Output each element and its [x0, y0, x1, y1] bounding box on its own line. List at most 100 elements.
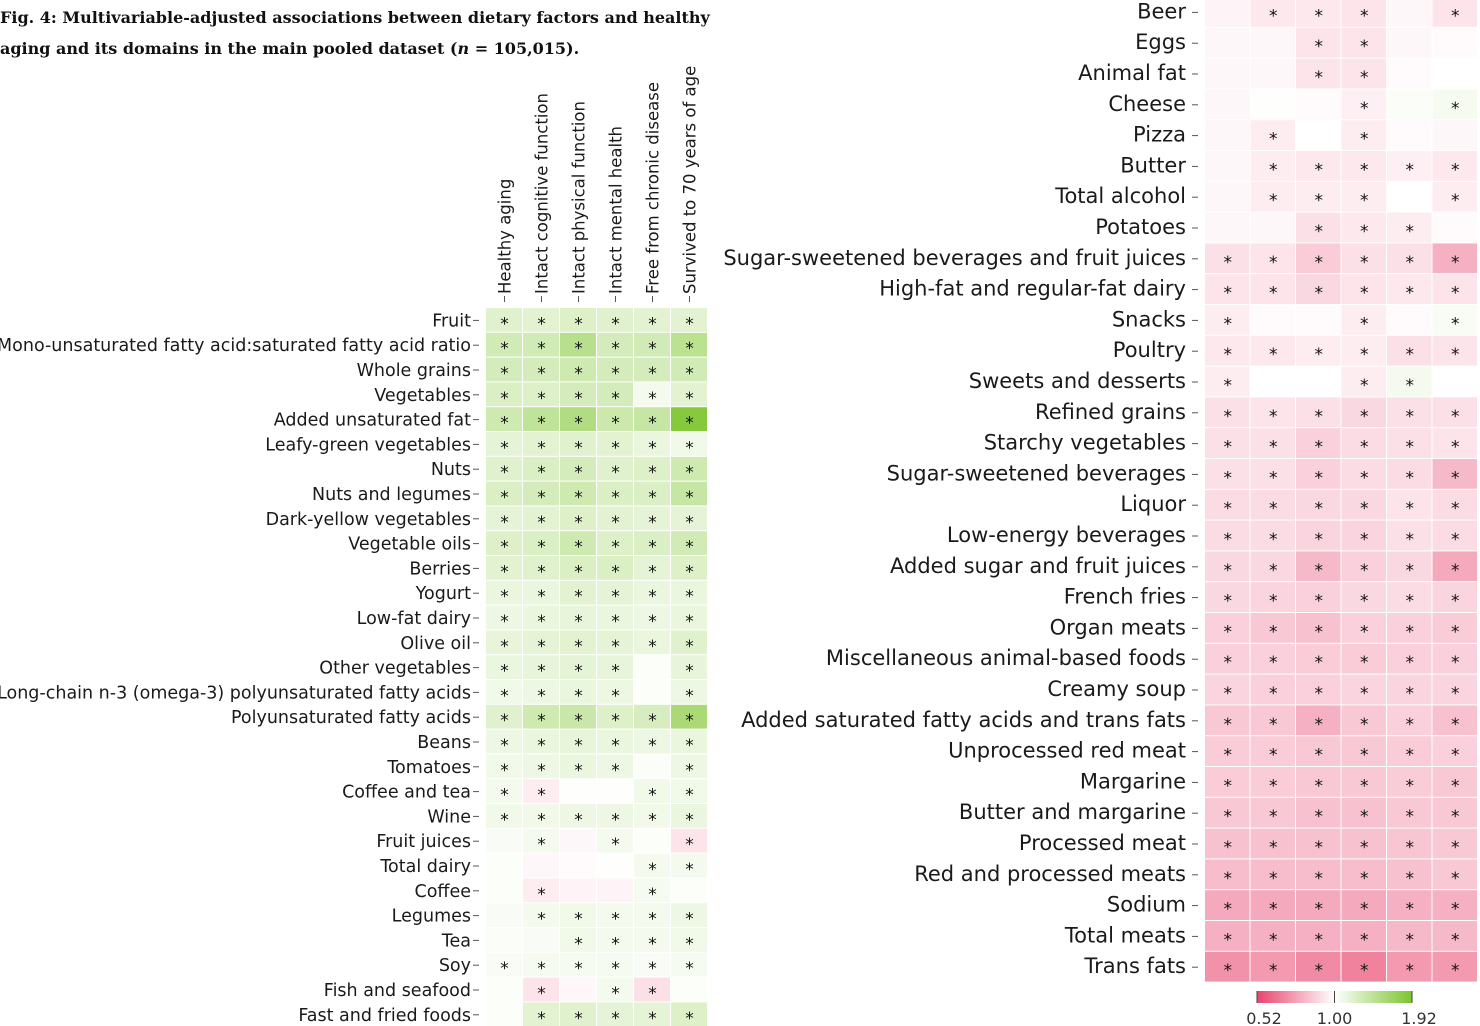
heatmap-cell [486, 605, 522, 630]
column-label: Healthy aging [496, 179, 515, 294]
heatmap-cell [597, 680, 633, 704]
significance-star: * [611, 910, 620, 930]
heatmap-cell [560, 308, 596, 332]
heatmap-cell [671, 928, 707, 952]
heatmap-cell [523, 382, 559, 407]
heatmap-cell [1387, 89, 1432, 120]
heatmap-cell [671, 556, 707, 580]
heatmap-cell [1387, 181, 1432, 212]
row-label: Sodium [1107, 893, 1186, 917]
heatmap-cell [671, 456, 707, 481]
significance-star: * [500, 686, 509, 706]
heatmap-cell [1341, 89, 1386, 120]
significance-star: * [500, 463, 509, 483]
heatmap-cell [597, 655, 633, 679]
heatmap-cell [486, 1002, 522, 1026]
row-label: Fish and seafood [324, 981, 471, 1001]
heatmap-cell [1341, 428, 1386, 458]
row-label: Fruit [432, 311, 471, 331]
heatmap-cell [1387, 582, 1432, 612]
significance-star: * [574, 662, 583, 682]
significance-star: * [1269, 530, 1278, 550]
heatmap-cell [597, 729, 633, 754]
heatmap-cell [1250, 643, 1295, 674]
heatmap-cell [486, 804, 522, 828]
significance-star: * [500, 414, 509, 434]
row-label: Yogurt [415, 584, 471, 604]
heatmap-cell [1296, 890, 1341, 920]
significance-star: * [1360, 314, 1369, 334]
heatmap-cell [523, 903, 559, 927]
significance-star: * [574, 364, 583, 384]
significance-star: * [1451, 6, 1460, 26]
significance-star: * [1315, 684, 1324, 704]
heatmap-cell [560, 580, 596, 605]
significance-star: * [500, 438, 509, 458]
heatmap-cell [634, 456, 670, 481]
heatmap-cell [1296, 582, 1341, 612]
heatmap-cell [1250, 243, 1295, 274]
significance-star: * [611, 513, 620, 533]
significance-star: * [1406, 961, 1415, 981]
heatmap-cell [634, 332, 670, 357]
heatmap-cell [1432, 120, 1477, 150]
significance-star: * [574, 810, 583, 830]
row-label: Nuts [431, 460, 471, 480]
column-label: Intact mental health [607, 126, 626, 294]
significance-star: * [500, 538, 509, 558]
heatmap-cell [1432, 951, 1477, 982]
heatmap-cell [1341, 181, 1386, 212]
heatmap-cell [1296, 181, 1341, 212]
heatmap-cell [523, 481, 559, 506]
significance-star: * [685, 339, 694, 359]
heatmap-cell [523, 1002, 559, 1026]
heatmap-cell [1432, 0, 1477, 27]
significance-star: * [685, 488, 694, 508]
significance-star: * [1360, 561, 1369, 581]
heatmap-cell [1341, 305, 1386, 335]
heatmap-cell [1341, 582, 1386, 612]
heatmap-cell [486, 556, 522, 580]
heatmap-cell [1387, 674, 1432, 705]
heatmap-cell [1341, 27, 1386, 58]
significance-star: * [1224, 530, 1233, 550]
significance-star: * [1360, 191, 1369, 211]
heatmap-cell [671, 1002, 707, 1026]
row-label: Miscellaneous animal-based foods [826, 646, 1186, 670]
significance-star: * [1224, 376, 1233, 396]
heatmap-cell [486, 580, 522, 605]
heatmap-cell [1432, 859, 1477, 890]
significance-star: * [1451, 284, 1460, 304]
heatmap-cell [1341, 767, 1386, 797]
significance-star: * [648, 488, 657, 508]
significance-star: * [1451, 438, 1460, 458]
heatmap-cell [671, 704, 707, 729]
significance-star: * [574, 612, 583, 632]
heatmap-cell [1250, 828, 1295, 859]
row-label: Berries [409, 559, 471, 579]
heatmap-cell [560, 1002, 596, 1026]
heatmap-cell [1296, 767, 1341, 797]
significance-star: * [1224, 684, 1233, 704]
significance-star: * [685, 736, 694, 756]
significance-star: * [1360, 715, 1369, 735]
heatmap-cell [634, 580, 670, 605]
heatmap-cell [1387, 520, 1432, 551]
significance-star: * [1406, 561, 1415, 581]
significance-star: * [537, 339, 546, 359]
heatmap-cell [1432, 151, 1477, 181]
significance-star: * [648, 637, 657, 657]
significance-star: * [685, 364, 694, 384]
heatmap-cell [1341, 705, 1386, 736]
heatmap-cell [1387, 767, 1432, 797]
significance-star: * [685, 910, 694, 930]
row-label: Coffee [414, 882, 471, 902]
heatmap-cell [1387, 828, 1432, 859]
significance-star: * [1360, 130, 1369, 150]
heatmap-cell [634, 1002, 670, 1026]
significance-star: * [1360, 684, 1369, 704]
heatmap-cell [1205, 736, 1250, 766]
heatmap-cell [1296, 643, 1341, 674]
significance-star: * [574, 959, 583, 979]
column-label: Survived to 70 years of age [681, 66, 700, 294]
